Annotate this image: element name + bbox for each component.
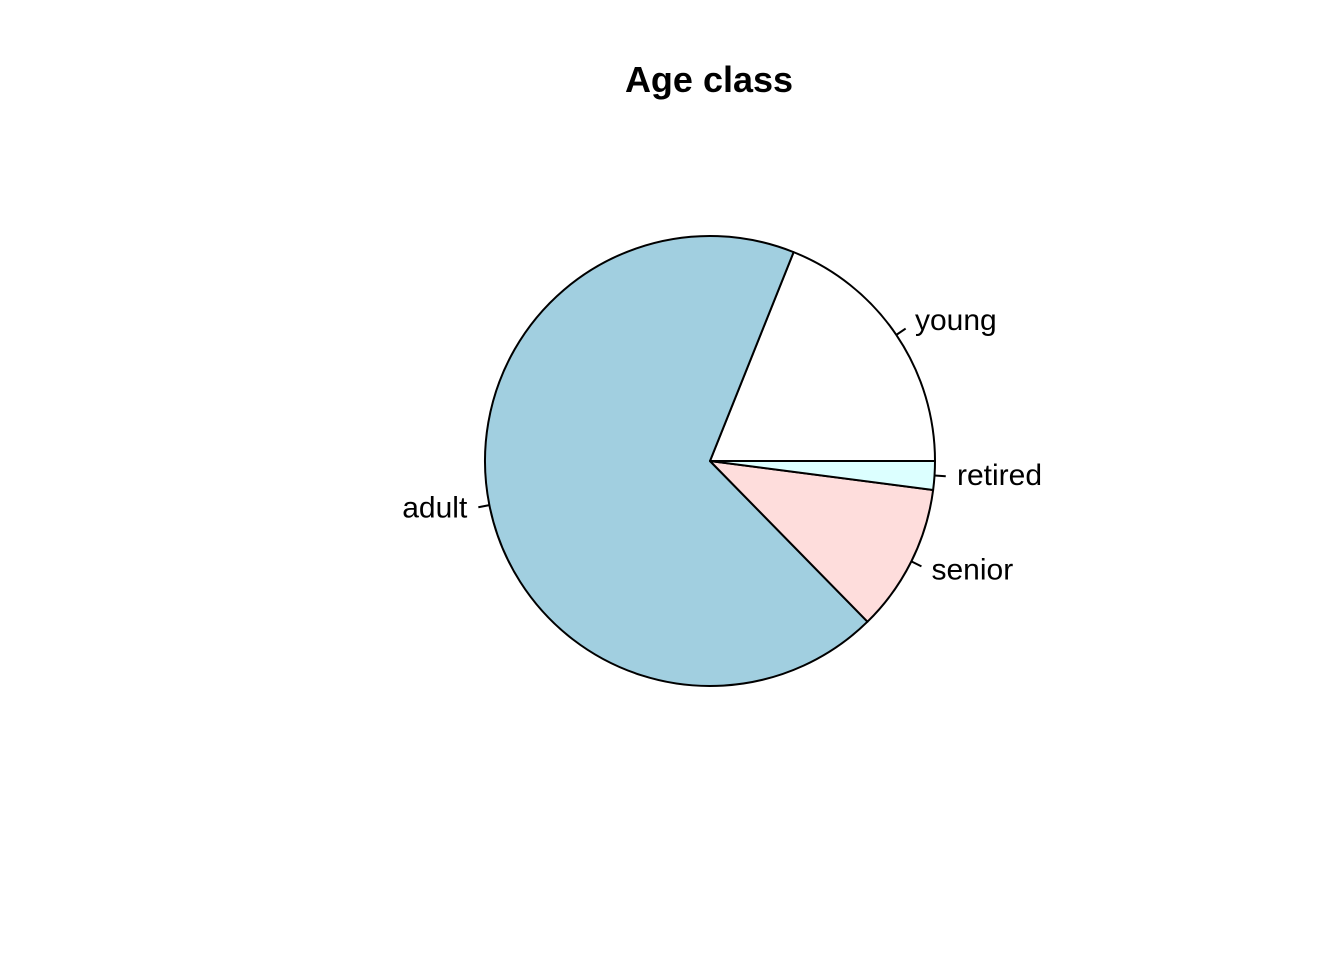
label-tick-adult xyxy=(478,504,490,509)
pie-slice-adult xyxy=(484,235,869,687)
slice-label-senior: senior xyxy=(932,553,1014,586)
slice-label-adult: adult xyxy=(402,491,468,524)
slice-label-retired: retired xyxy=(957,459,1042,492)
chart-title: Age class xyxy=(625,59,793,100)
label-tick-senior xyxy=(910,560,922,568)
label-tick-young xyxy=(895,327,907,336)
slice-label-young: young xyxy=(915,304,997,337)
label-tick-retired xyxy=(934,474,946,478)
pie-slices xyxy=(484,235,936,687)
label-ticks xyxy=(478,327,946,568)
slice-labels: young adult senior retired xyxy=(402,304,1042,586)
